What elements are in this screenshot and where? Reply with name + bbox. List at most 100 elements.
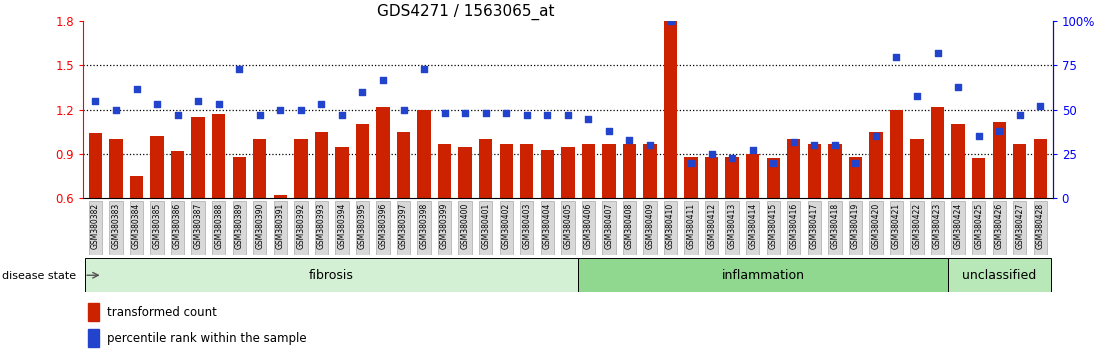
Text: GSM380393: GSM380393	[317, 203, 326, 249]
FancyBboxPatch shape	[828, 201, 842, 255]
FancyBboxPatch shape	[664, 201, 677, 255]
FancyBboxPatch shape	[89, 201, 102, 255]
Point	[558, 112, 576, 118]
Point	[148, 102, 166, 107]
FancyBboxPatch shape	[151, 201, 164, 255]
Text: GSM380415: GSM380415	[769, 203, 778, 249]
Bar	[952, 125, 965, 198]
FancyBboxPatch shape	[767, 201, 780, 255]
Bar	[274, 195, 287, 198]
Point	[250, 112, 268, 118]
Text: GSM380410: GSM380410	[666, 203, 675, 249]
Text: GSM380388: GSM380388	[214, 203, 223, 249]
FancyBboxPatch shape	[192, 201, 205, 255]
Bar	[377, 107, 390, 198]
Bar	[336, 147, 349, 198]
FancyBboxPatch shape	[541, 201, 554, 255]
Point	[1032, 103, 1049, 109]
Text: GSM380427: GSM380427	[1015, 203, 1024, 249]
FancyBboxPatch shape	[418, 201, 431, 255]
FancyBboxPatch shape	[870, 201, 883, 255]
FancyBboxPatch shape	[726, 201, 739, 255]
Text: GSM380390: GSM380390	[255, 203, 264, 249]
FancyBboxPatch shape	[1034, 201, 1047, 255]
Bar	[828, 144, 842, 198]
Bar	[356, 125, 369, 198]
Text: GSM380382: GSM380382	[91, 203, 100, 249]
Text: GSM380409: GSM380409	[646, 203, 655, 249]
Text: GSM380391: GSM380391	[276, 203, 285, 249]
Bar	[212, 114, 225, 198]
Text: GSM380421: GSM380421	[892, 203, 901, 249]
FancyBboxPatch shape	[130, 201, 143, 255]
Text: GSM380394: GSM380394	[338, 203, 347, 249]
Point	[929, 50, 946, 56]
FancyBboxPatch shape	[459, 201, 472, 255]
Point	[661, 18, 679, 24]
Bar	[438, 144, 451, 198]
Point	[497, 110, 515, 116]
Text: disease state: disease state	[2, 271, 76, 281]
Text: inflammation: inflammation	[721, 269, 804, 282]
FancyBboxPatch shape	[849, 201, 862, 255]
Bar	[130, 176, 143, 198]
Text: percentile rank within the sample: percentile rank within the sample	[107, 332, 307, 345]
Point	[312, 102, 330, 107]
Point	[642, 142, 659, 148]
Text: GSM380424: GSM380424	[954, 203, 963, 249]
Bar	[110, 139, 123, 198]
FancyBboxPatch shape	[993, 201, 1006, 255]
Bar	[315, 132, 328, 198]
Text: GSM380384: GSM380384	[132, 203, 141, 249]
Bar	[151, 136, 164, 198]
Point	[970, 133, 987, 139]
FancyBboxPatch shape	[972, 201, 985, 255]
Text: GSM380402: GSM380402	[502, 203, 511, 249]
Point	[620, 137, 638, 143]
Point	[107, 107, 125, 113]
Point	[765, 160, 782, 166]
Bar	[88, 329, 99, 347]
Bar	[561, 147, 575, 198]
Bar	[849, 157, 862, 198]
Bar	[993, 121, 1006, 198]
Text: fibrosis: fibrosis	[309, 269, 355, 282]
FancyBboxPatch shape	[582, 201, 595, 255]
Point	[909, 93, 926, 98]
FancyBboxPatch shape	[500, 201, 513, 255]
Point	[271, 107, 289, 113]
Text: GSM380386: GSM380386	[173, 203, 182, 249]
Point	[579, 116, 597, 121]
Text: GSM380407: GSM380407	[605, 203, 614, 249]
FancyBboxPatch shape	[787, 201, 800, 255]
Text: GSM380423: GSM380423	[933, 203, 942, 249]
Text: GSM380413: GSM380413	[728, 203, 737, 249]
Point	[825, 142, 843, 148]
FancyBboxPatch shape	[520, 201, 533, 255]
Bar	[500, 144, 513, 198]
Text: GSM380412: GSM380412	[707, 203, 716, 249]
Bar	[541, 149, 554, 198]
Point	[230, 66, 248, 72]
FancyBboxPatch shape	[253, 201, 266, 255]
Bar	[726, 157, 739, 198]
Point	[950, 84, 967, 90]
Text: GSM380399: GSM380399	[440, 203, 449, 249]
FancyBboxPatch shape	[952, 201, 965, 255]
Text: GSM380408: GSM380408	[625, 203, 634, 249]
Bar	[479, 139, 492, 198]
Bar	[253, 139, 266, 198]
FancyBboxPatch shape	[274, 201, 287, 255]
Bar	[746, 154, 759, 198]
FancyBboxPatch shape	[808, 201, 821, 255]
Point	[168, 112, 186, 118]
Bar	[1034, 139, 1047, 198]
Point	[1010, 112, 1028, 118]
Bar	[88, 303, 99, 321]
Text: GSM380419: GSM380419	[851, 203, 860, 249]
Point	[683, 160, 700, 166]
Point	[353, 89, 371, 95]
Point	[991, 128, 1008, 134]
FancyBboxPatch shape	[947, 258, 1050, 292]
FancyBboxPatch shape	[644, 201, 657, 255]
